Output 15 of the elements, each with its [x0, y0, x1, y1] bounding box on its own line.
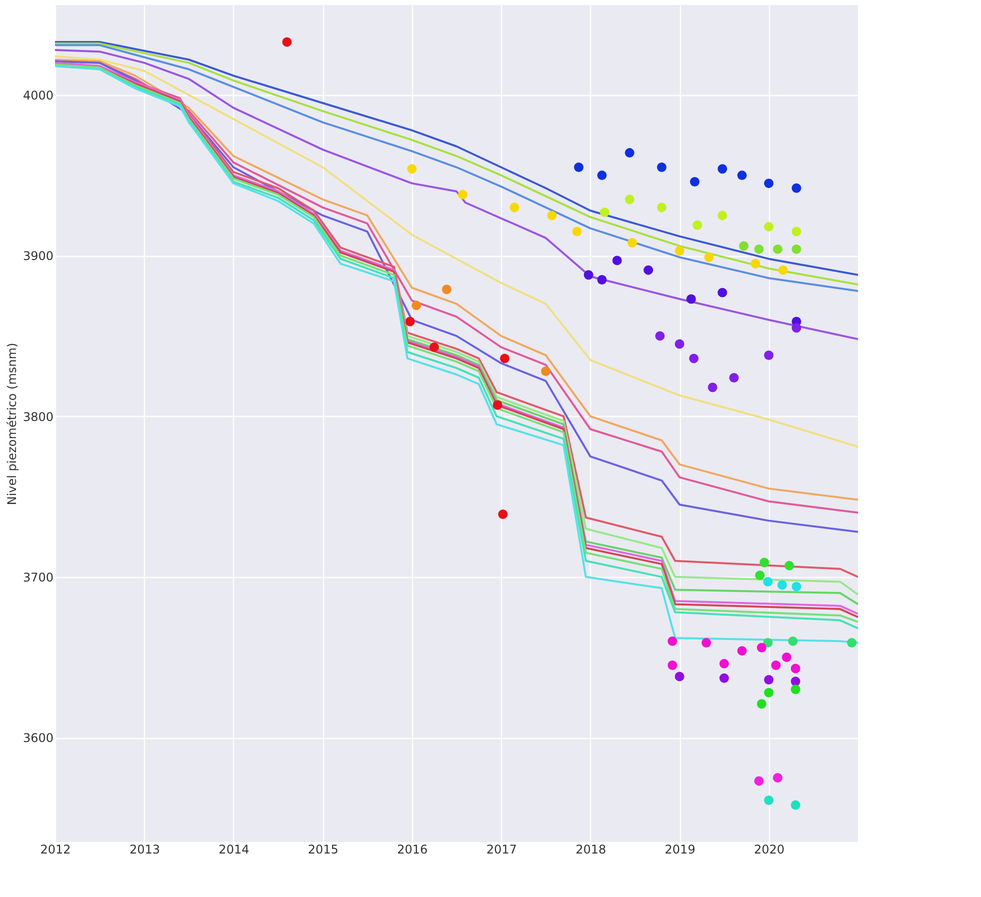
y-tick-label: 3900	[22, 249, 54, 264]
x-tick-label: 2014	[218, 842, 250, 856]
x-tick-label: 2017	[486, 842, 517, 856]
x-tick-label: 2020	[754, 842, 785, 856]
y-tick-label: 3800	[22, 410, 54, 424]
y-axis-title: Nivel piezométrico (msnm)	[4, 342, 19, 506]
x-tick-label: 2012	[40, 842, 71, 856]
x-tick-label: 2016	[397, 842, 428, 856]
x-tick-label: 2019	[664, 842, 696, 856]
y-tick-label: 3600	[22, 731, 54, 746]
x-tick-label: 2018	[576, 842, 606, 856]
y-tick-label: 4000	[22, 88, 54, 102]
x-tick-label: 2015	[308, 842, 338, 856]
x-tick-label: 2013	[129, 842, 160, 856]
y-tick-label: 3700	[22, 570, 54, 584]
